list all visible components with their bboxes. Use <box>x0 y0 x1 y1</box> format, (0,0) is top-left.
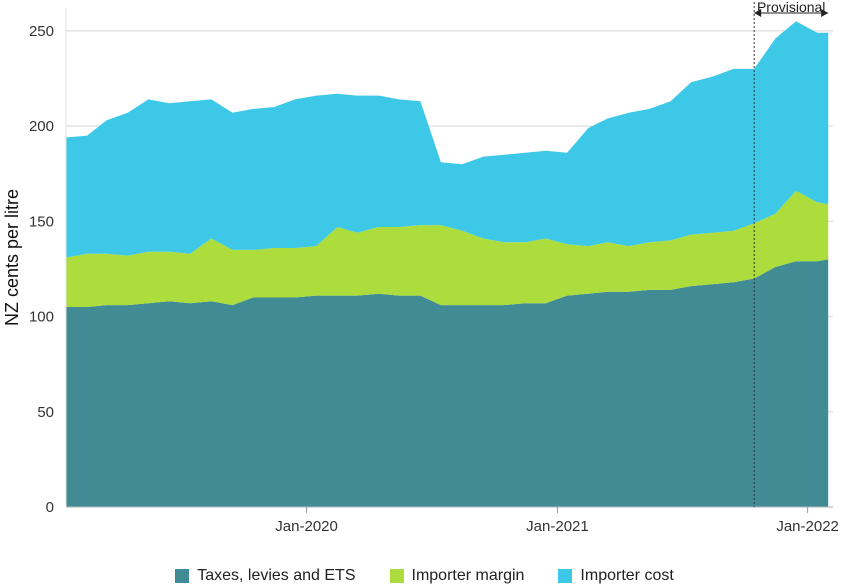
legend-item-taxes-levies-and-ets: Taxes, levies and ETS <box>175 566 356 585</box>
x-tick-label: Jan-2021 <box>526 518 589 535</box>
provisional-arrow-right <box>821 9 829 17</box>
legend-swatch <box>389 568 404 583</box>
area-taxes-levies-and-ets <box>66 259 829 507</box>
y-tick-label: 50 <box>37 404 54 421</box>
axes: 0 50 100 150 200 250 Jan-2020 Jan-2021 Jan-2022 <box>29 8 839 535</box>
legend-swatch <box>175 568 190 583</box>
area-series <box>66 21 829 507</box>
area-importer-margin <box>66 190 829 307</box>
y-tick-label: 0 <box>46 499 54 516</box>
legend-label: Importer cost <box>580 566 674 584</box>
legend-label: Taxes, levies and ETS <box>197 566 356 584</box>
y-axis-title: NZ cents per litre <box>2 189 22 326</box>
x-tick-label: Jan-2022 <box>776 518 839 535</box>
y-tick-label: 250 <box>29 23 54 40</box>
x-tick-label: Jan-2020 <box>275 518 338 535</box>
legend-item-importer-cost: Importer cost <box>558 566 674 585</box>
provisional-arrow-left <box>754 9 762 17</box>
legend-swatch <box>558 568 573 583</box>
legend: Taxes, levies and ETS Importer margin Impo… <box>0 565 849 586</box>
provisional-label: Provisional <box>757 0 825 15</box>
y-tick-label: 200 <box>29 118 54 135</box>
legend-item-importer-margin: Importer margin <box>389 566 525 585</box>
area-importer-cost <box>66 21 829 258</box>
legend-label: Importer margin <box>411 566 525 584</box>
y-tick-label: 150 <box>29 213 54 230</box>
annotations: Provisional <box>753 0 829 507</box>
y-tick-label: 100 <box>29 309 54 326</box>
